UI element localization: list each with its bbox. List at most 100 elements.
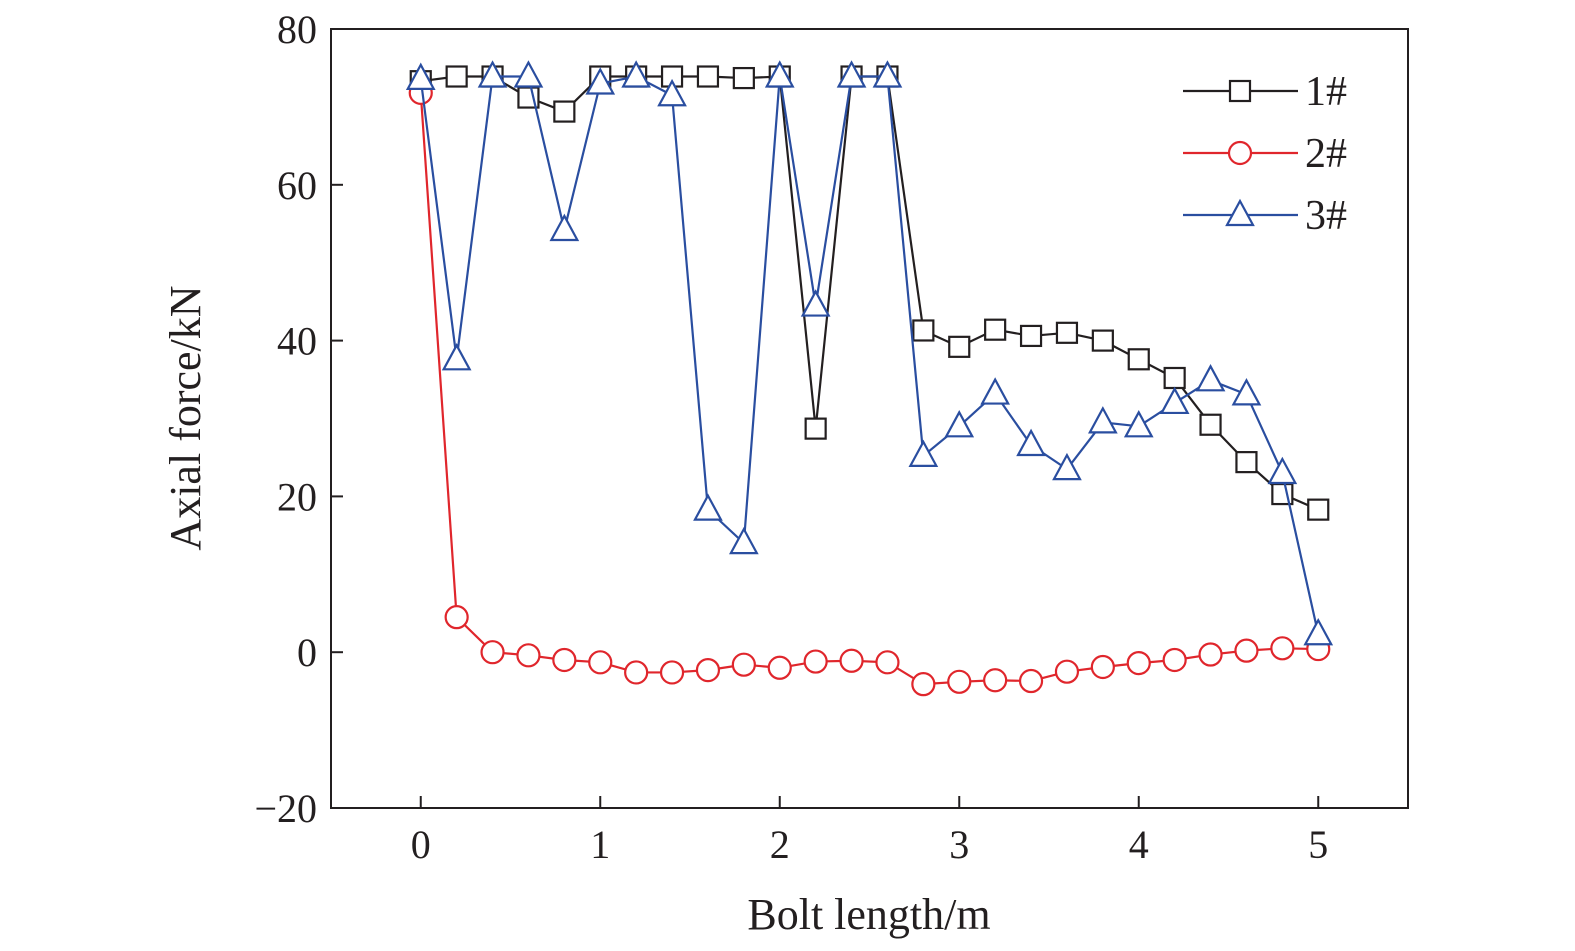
plot-border <box>330 28 1409 809</box>
data-point <box>1127 348 1150 371</box>
data-point <box>657 78 687 107</box>
data-point <box>1234 638 1259 663</box>
x-tick-label: 4 <box>1129 822 1149 867</box>
y-tick-label: 0 <box>297 630 317 675</box>
data-point <box>1195 364 1226 392</box>
data-point <box>444 605 469 630</box>
data-point <box>695 658 721 683</box>
data-point <box>983 668 1008 693</box>
data-point <box>1270 636 1295 661</box>
data-point <box>696 65 720 88</box>
x-axis-title: Bolt length/m <box>747 890 990 939</box>
data-point <box>1019 324 1043 348</box>
data-point <box>764 60 795 88</box>
legend-marker <box>1228 79 1252 103</box>
data-point <box>445 65 468 88</box>
data-point <box>516 643 541 668</box>
legend-item: 1# <box>1183 69 1347 115</box>
y-tick-label: 20 <box>277 474 317 519</box>
data-point <box>1163 366 1186 390</box>
data-point <box>1016 428 1046 457</box>
data-point <box>944 409 975 438</box>
data-point <box>911 672 936 697</box>
data-point <box>1126 651 1151 676</box>
data-point <box>800 289 831 317</box>
data-point <box>693 493 723 521</box>
plot-frame <box>330 28 1409 809</box>
data-point <box>1162 647 1187 673</box>
data-point <box>477 60 508 88</box>
legend-label: 3# <box>1305 193 1347 239</box>
series-1 <box>409 65 1330 521</box>
data-point <box>804 417 827 440</box>
legend-item: 3# <box>1183 193 1347 239</box>
data-point <box>1199 413 1222 436</box>
data-point <box>984 318 1007 341</box>
data-point <box>549 213 580 242</box>
data-point <box>908 439 939 467</box>
data-point <box>1267 456 1298 485</box>
data-point <box>980 377 1010 405</box>
data-point <box>513 60 544 88</box>
data-point <box>872 60 903 88</box>
data-point <box>1198 642 1223 667</box>
data-point <box>875 650 900 675</box>
series-layer <box>405 60 1334 697</box>
legend-marker <box>1227 140 1253 166</box>
x-tick-label: 5 <box>1308 822 1328 867</box>
y-axis-title: Axial force/kN <box>161 285 210 550</box>
series-3 <box>405 60 1334 646</box>
series-2 <box>408 80 1331 697</box>
legend: 1# 2# 3# <box>1183 69 1347 239</box>
x-tick-label: 1 <box>590 822 610 867</box>
series-line <box>419 75 1320 635</box>
series-line <box>420 75 1319 511</box>
data-point <box>1091 329 1114 352</box>
data-point <box>480 640 505 665</box>
data-point <box>621 60 651 88</box>
x-tick-label: 2 <box>770 822 790 867</box>
data-point <box>731 652 756 677</box>
legend-label: 1# <box>1305 69 1347 115</box>
data-point <box>729 526 759 555</box>
data-point <box>732 66 755 90</box>
data-point <box>1231 378 1262 406</box>
y-tick-label: 40 <box>277 319 317 364</box>
y-tick-label: −20 <box>254 786 317 831</box>
y-tick-label: 60 <box>277 163 317 208</box>
data-point <box>1235 451 1258 474</box>
x-tick-label: 0 <box>411 822 431 867</box>
data-point <box>405 62 436 90</box>
data-point <box>1088 406 1118 434</box>
legend-item: 2# <box>1183 131 1347 177</box>
data-point <box>839 648 864 673</box>
data-point <box>553 100 576 123</box>
data-point <box>1052 452 1082 481</box>
data-point <box>552 647 577 673</box>
data-point <box>441 342 472 371</box>
y-axis-ticks: −20 0 20 40 60 80 <box>254 7 343 831</box>
data-point <box>767 655 792 680</box>
data-point <box>588 650 613 675</box>
data-point <box>1307 498 1330 521</box>
data-point <box>659 660 685 685</box>
data-point <box>585 67 616 95</box>
data-point <box>1159 386 1190 415</box>
legend-label: 2# <box>1305 131 1347 177</box>
data-point <box>1303 617 1334 646</box>
y-tick-label: 80 <box>277 7 317 52</box>
data-point <box>947 669 972 694</box>
x-tick-label: 3 <box>949 822 969 867</box>
x-axis-ticks: 0 1 2 3 4 5 <box>411 796 1328 867</box>
data-point <box>836 60 867 88</box>
data-point <box>912 319 935 342</box>
data-point <box>1018 668 1044 694</box>
data-point <box>1123 409 1154 438</box>
data-point <box>624 660 649 685</box>
data-point <box>1055 321 1079 344</box>
data-point <box>1054 659 1080 684</box>
legend-marker <box>1225 198 1255 227</box>
data-point <box>803 649 828 674</box>
data-point <box>1090 654 1115 680</box>
